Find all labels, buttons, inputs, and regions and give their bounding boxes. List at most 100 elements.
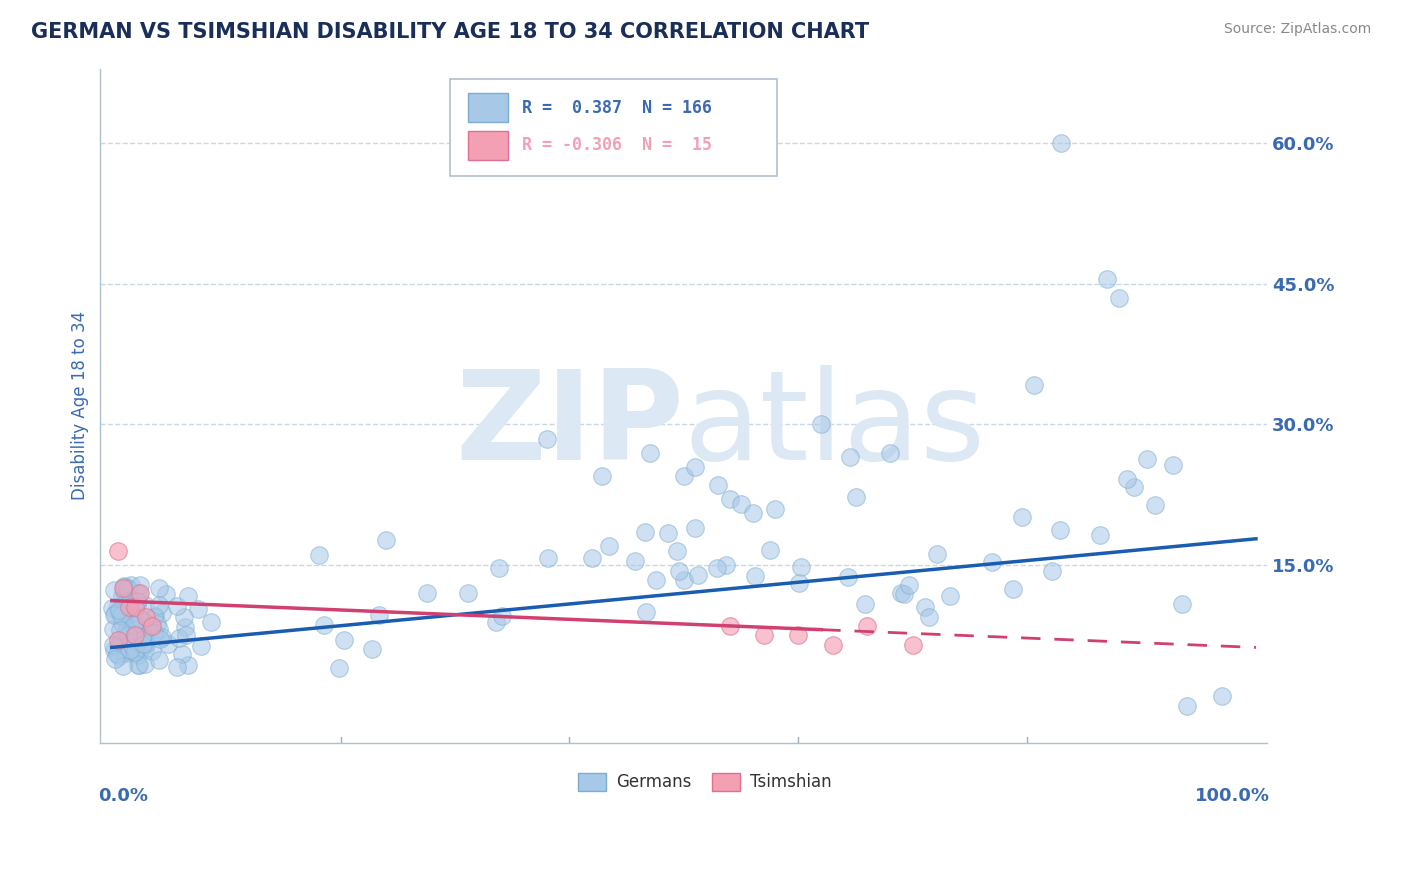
Point xyxy=(314,618,336,632)
Point xyxy=(136,616,159,631)
Point xyxy=(1143,498,1166,512)
Point xyxy=(1049,523,1071,537)
Point xyxy=(156,637,179,651)
Text: atlas: atlas xyxy=(683,366,986,486)
Text: Source: ZipAtlas.com: Source: ZipAtlas.com xyxy=(1223,22,1371,37)
Point xyxy=(114,633,136,648)
Point xyxy=(485,615,508,630)
Point xyxy=(1011,510,1033,524)
Point xyxy=(1136,452,1159,467)
Text: R =  0.387  N = 166: R = 0.387 N = 166 xyxy=(522,99,711,117)
Point xyxy=(174,628,197,642)
Point xyxy=(375,533,398,548)
Point xyxy=(125,594,148,608)
Point xyxy=(537,550,560,565)
Point xyxy=(127,658,149,673)
Point xyxy=(1088,528,1111,542)
Point xyxy=(1116,472,1139,486)
Point xyxy=(129,586,152,600)
Point xyxy=(758,542,780,557)
Point xyxy=(108,633,131,648)
Point xyxy=(367,608,389,623)
FancyBboxPatch shape xyxy=(468,131,508,160)
Point xyxy=(134,598,156,612)
Point xyxy=(925,547,948,561)
Point xyxy=(120,611,142,625)
Point xyxy=(491,609,513,624)
Point xyxy=(101,601,124,615)
Point xyxy=(741,507,763,521)
Point xyxy=(1095,272,1118,286)
Text: Germans: Germans xyxy=(616,772,692,791)
Point xyxy=(118,582,141,597)
FancyBboxPatch shape xyxy=(450,78,778,177)
Point xyxy=(143,609,166,624)
Point xyxy=(898,578,921,592)
Point xyxy=(111,640,134,654)
Point xyxy=(112,595,135,609)
Point xyxy=(636,605,658,619)
Point xyxy=(787,628,810,642)
Point xyxy=(149,632,172,646)
Point xyxy=(1211,689,1233,703)
Point xyxy=(115,646,138,660)
Point xyxy=(128,587,150,601)
Point xyxy=(131,630,153,644)
Point xyxy=(685,459,707,474)
Point xyxy=(112,579,135,593)
Text: Tsimshian: Tsimshian xyxy=(751,772,832,791)
Point xyxy=(134,657,156,671)
Point xyxy=(121,629,143,643)
Point xyxy=(138,631,160,645)
Point xyxy=(598,540,620,554)
Point xyxy=(104,652,127,666)
Point xyxy=(581,551,603,566)
Point xyxy=(110,633,132,648)
Point xyxy=(893,587,915,601)
Point xyxy=(856,619,879,633)
Text: GERMAN VS TSIMSHIAN DISABILITY AGE 18 TO 34 CORRELATION CHART: GERMAN VS TSIMSHIAN DISABILITY AGE 18 TO… xyxy=(31,22,869,42)
Point xyxy=(166,599,188,613)
Point xyxy=(634,524,657,539)
Point xyxy=(591,469,613,483)
Point xyxy=(890,585,912,599)
Point xyxy=(111,589,134,603)
Point xyxy=(744,569,766,583)
Point xyxy=(124,628,146,642)
Point xyxy=(103,622,125,636)
Point xyxy=(148,622,170,636)
Point xyxy=(134,641,156,656)
Point xyxy=(112,582,135,596)
Point xyxy=(112,659,135,673)
Point xyxy=(837,570,859,584)
Point xyxy=(129,612,152,626)
Point xyxy=(135,636,157,650)
Point xyxy=(107,601,129,615)
Point xyxy=(763,501,786,516)
Point xyxy=(124,604,146,618)
Text: 100.0%: 100.0% xyxy=(1195,787,1270,805)
Text: ZIP: ZIP xyxy=(456,366,683,486)
Point xyxy=(190,639,212,653)
Point xyxy=(1040,564,1063,578)
Point xyxy=(117,629,139,643)
Point xyxy=(111,616,134,631)
Point xyxy=(939,589,962,603)
Point xyxy=(918,609,941,624)
Point xyxy=(108,603,131,617)
Point xyxy=(122,615,145,630)
Point xyxy=(673,573,696,587)
Point xyxy=(657,525,679,540)
Point xyxy=(118,608,141,623)
Point xyxy=(101,639,124,653)
Point xyxy=(115,603,138,617)
Point xyxy=(107,632,129,647)
Point xyxy=(308,549,330,563)
FancyBboxPatch shape xyxy=(468,94,508,122)
Point xyxy=(707,478,730,492)
Point xyxy=(110,608,132,623)
Point xyxy=(120,643,142,657)
Point xyxy=(112,584,135,599)
Point xyxy=(644,573,666,587)
Point xyxy=(706,560,728,574)
